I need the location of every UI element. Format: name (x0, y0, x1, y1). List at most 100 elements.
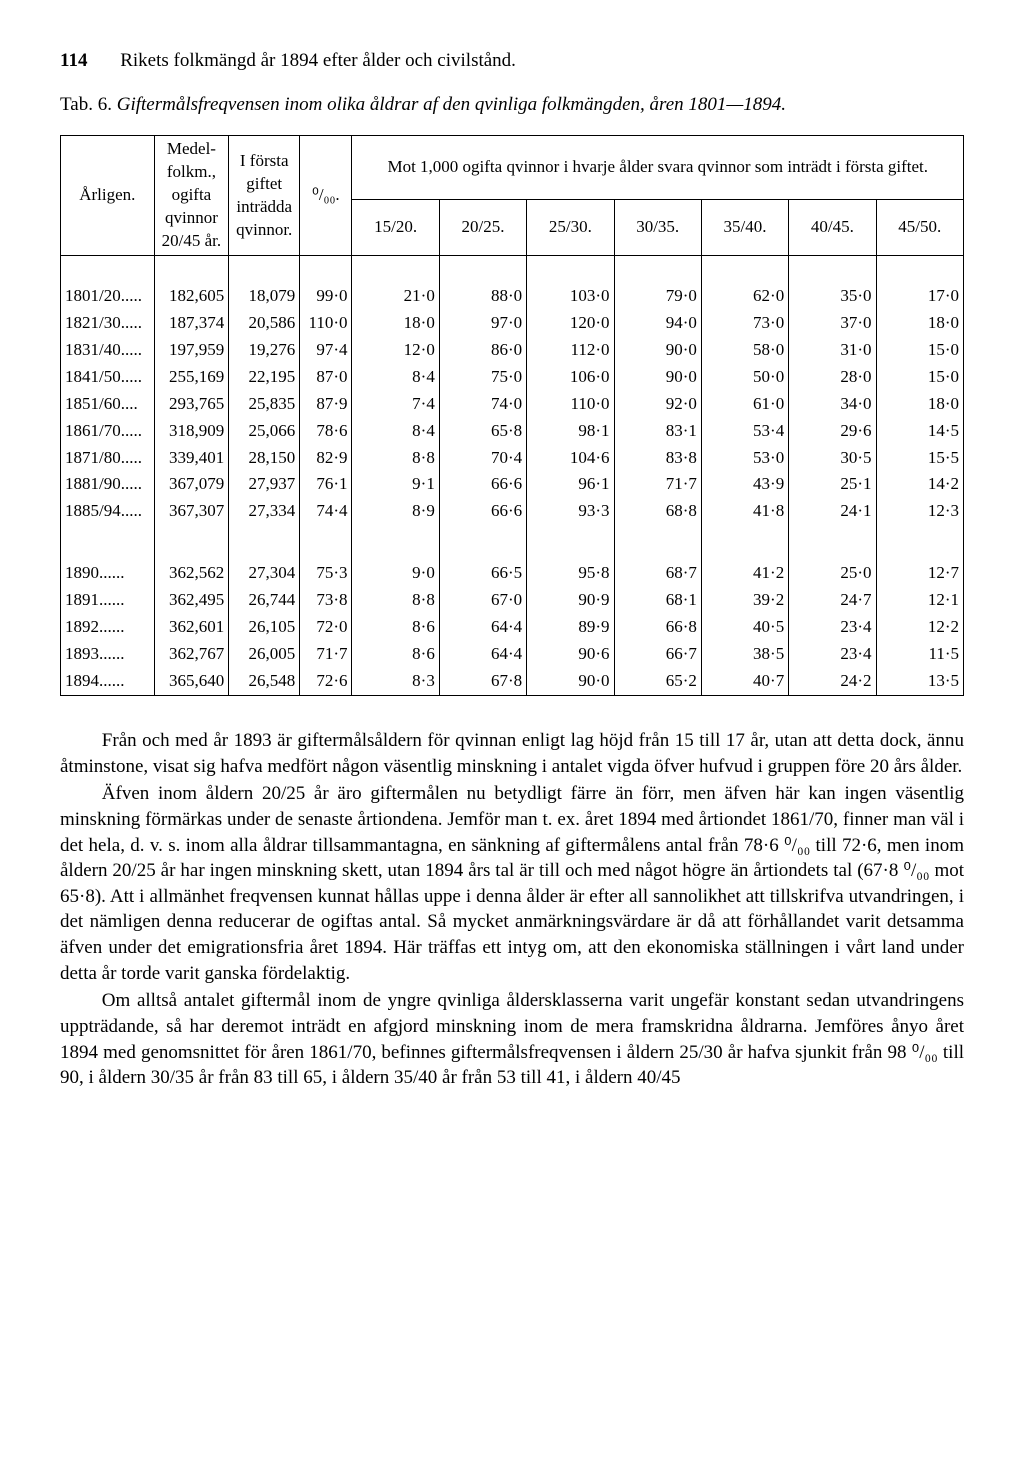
table-body: 1801/20.....182,60518,07999·021·088·0103… (61, 255, 964, 695)
table-cell: 71·7 (614, 471, 701, 498)
table-cell: 8·6 (352, 614, 439, 641)
body-text: Från och med år 1893 är giftermålsåldern… (60, 728, 964, 1091)
table-cell: 24·7 (789, 587, 876, 614)
table-cell: 8·9 (352, 498, 439, 525)
table-cell: 74·4 (300, 498, 352, 525)
table-cell: 29·6 (789, 418, 876, 445)
table-cell: 120·0 (527, 310, 614, 337)
table-cell: 82·9 (300, 445, 352, 472)
table-cell: 65·2 (614, 668, 701, 695)
table-cell: 99·0 (300, 283, 352, 310)
table-cell: 41·8 (701, 498, 788, 525)
table-cell: 103·0 (527, 283, 614, 310)
table-cell: 18·0 (352, 310, 439, 337)
table-cell: 14·2 (876, 471, 963, 498)
sub-header: 30/35. (614, 200, 701, 256)
table-cell: 26,744 (229, 587, 300, 614)
table-cell: 1881/90..... (61, 471, 155, 498)
table-cell: 1861/70..... (61, 418, 155, 445)
table-cell: 67·8 (439, 668, 526, 695)
col-header: I första giftet inträdda qvinnor. (229, 136, 300, 256)
table-cell: 90·0 (614, 364, 701, 391)
table-cell: 1893...... (61, 641, 155, 668)
table-cell: 110·0 (527, 391, 614, 418)
table-cell: 21·0 (352, 283, 439, 310)
table-cell: 30·5 (789, 445, 876, 472)
table-cell: 66·8 (614, 614, 701, 641)
table-cell: 17·0 (876, 283, 963, 310)
table-cell: 87·9 (300, 391, 352, 418)
table-cell: 25·1 (789, 471, 876, 498)
table-cell: 12·0 (352, 337, 439, 364)
sub-header: 35/40. (701, 200, 788, 256)
sub-header: 40/45. (789, 200, 876, 256)
table-cell: 26,105 (229, 614, 300, 641)
table-cell: 15·5 (876, 445, 963, 472)
table-cell: 1890...... (61, 560, 155, 587)
table-cell: 18·0 (876, 391, 963, 418)
table-cell: 92·0 (614, 391, 701, 418)
table-cell: 66·6 (439, 498, 526, 525)
table-cell: 367,079 (154, 471, 229, 498)
table-cell: 11·5 (876, 641, 963, 668)
table-cell: 89·9 (527, 614, 614, 641)
table-cell: 68·8 (614, 498, 701, 525)
table-cell: 68·7 (614, 560, 701, 587)
paragraph: Från och med år 1893 är giftermålsåldern… (60, 728, 964, 779)
table-cell: 79·0 (614, 283, 701, 310)
table-cell: 90·0 (614, 337, 701, 364)
table-cell: 41·2 (701, 560, 788, 587)
table-cell: 65·8 (439, 418, 526, 445)
table-cell: 7·4 (352, 391, 439, 418)
table-cell: 40·7 (701, 668, 788, 695)
table-cell: 27,937 (229, 471, 300, 498)
paragraph: Om alltså antalet giftermål inom de yngr… (60, 988, 964, 1091)
table-prefix: Tab. 6. (60, 94, 112, 115)
table-cell: 362,601 (154, 614, 229, 641)
table-cell: 75·3 (300, 560, 352, 587)
table-cell: 83·1 (614, 418, 701, 445)
table-cell: 1871/80..... (61, 445, 155, 472)
table-cell: 96·1 (527, 471, 614, 498)
sub-header: 15/20. (352, 200, 439, 256)
table-cell: 78·6 (300, 418, 352, 445)
page-header: 114 Rikets folkmängd år 1894 efter ålder… (60, 48, 964, 74)
table-cell: 1841/50..... (61, 364, 155, 391)
table-cell: 64·4 (439, 614, 526, 641)
table-cell: 8·8 (352, 587, 439, 614)
table-cell: 25,835 (229, 391, 300, 418)
table-cell: 94·0 (614, 310, 701, 337)
table-cell: 90·9 (527, 587, 614, 614)
table-cell: 13·5 (876, 668, 963, 695)
table-cell: 339,401 (154, 445, 229, 472)
table-cell: 12·7 (876, 560, 963, 587)
table-cell: 70·4 (439, 445, 526, 472)
sub-header: 45/50. (876, 200, 963, 256)
table-cell: 73·8 (300, 587, 352, 614)
table-cell: 1892...... (61, 614, 155, 641)
table-cell: 62·0 (701, 283, 788, 310)
table-cell: 14·5 (876, 418, 963, 445)
table-cell: 104·6 (527, 445, 614, 472)
table-cell: 1801/20..... (61, 283, 155, 310)
table-cell: 23·4 (789, 614, 876, 641)
table-title: Tab. 6. Giftermålsfreqvensen inom olika … (60, 92, 964, 118)
table-cell: 43·9 (701, 471, 788, 498)
table-cell: 31·0 (789, 337, 876, 364)
table-cell: 35·0 (789, 283, 876, 310)
table-cell: 90·0 (527, 668, 614, 695)
table-cell: 293,765 (154, 391, 229, 418)
table-cell: 365,640 (154, 668, 229, 695)
table-cell: 34·0 (789, 391, 876, 418)
table-cell: 50·0 (701, 364, 788, 391)
table-cell: 64·4 (439, 641, 526, 668)
table-cell: 12·1 (876, 587, 963, 614)
table-cell: 110·0 (300, 310, 352, 337)
table-cell: 66·5 (439, 560, 526, 587)
table-cell: 58·0 (701, 337, 788, 364)
table-cell: 106·0 (527, 364, 614, 391)
table-cell: 9·1 (352, 471, 439, 498)
table-cell: 1821/30..... (61, 310, 155, 337)
table-cell: 367,307 (154, 498, 229, 525)
table-cell: 66·7 (614, 641, 701, 668)
